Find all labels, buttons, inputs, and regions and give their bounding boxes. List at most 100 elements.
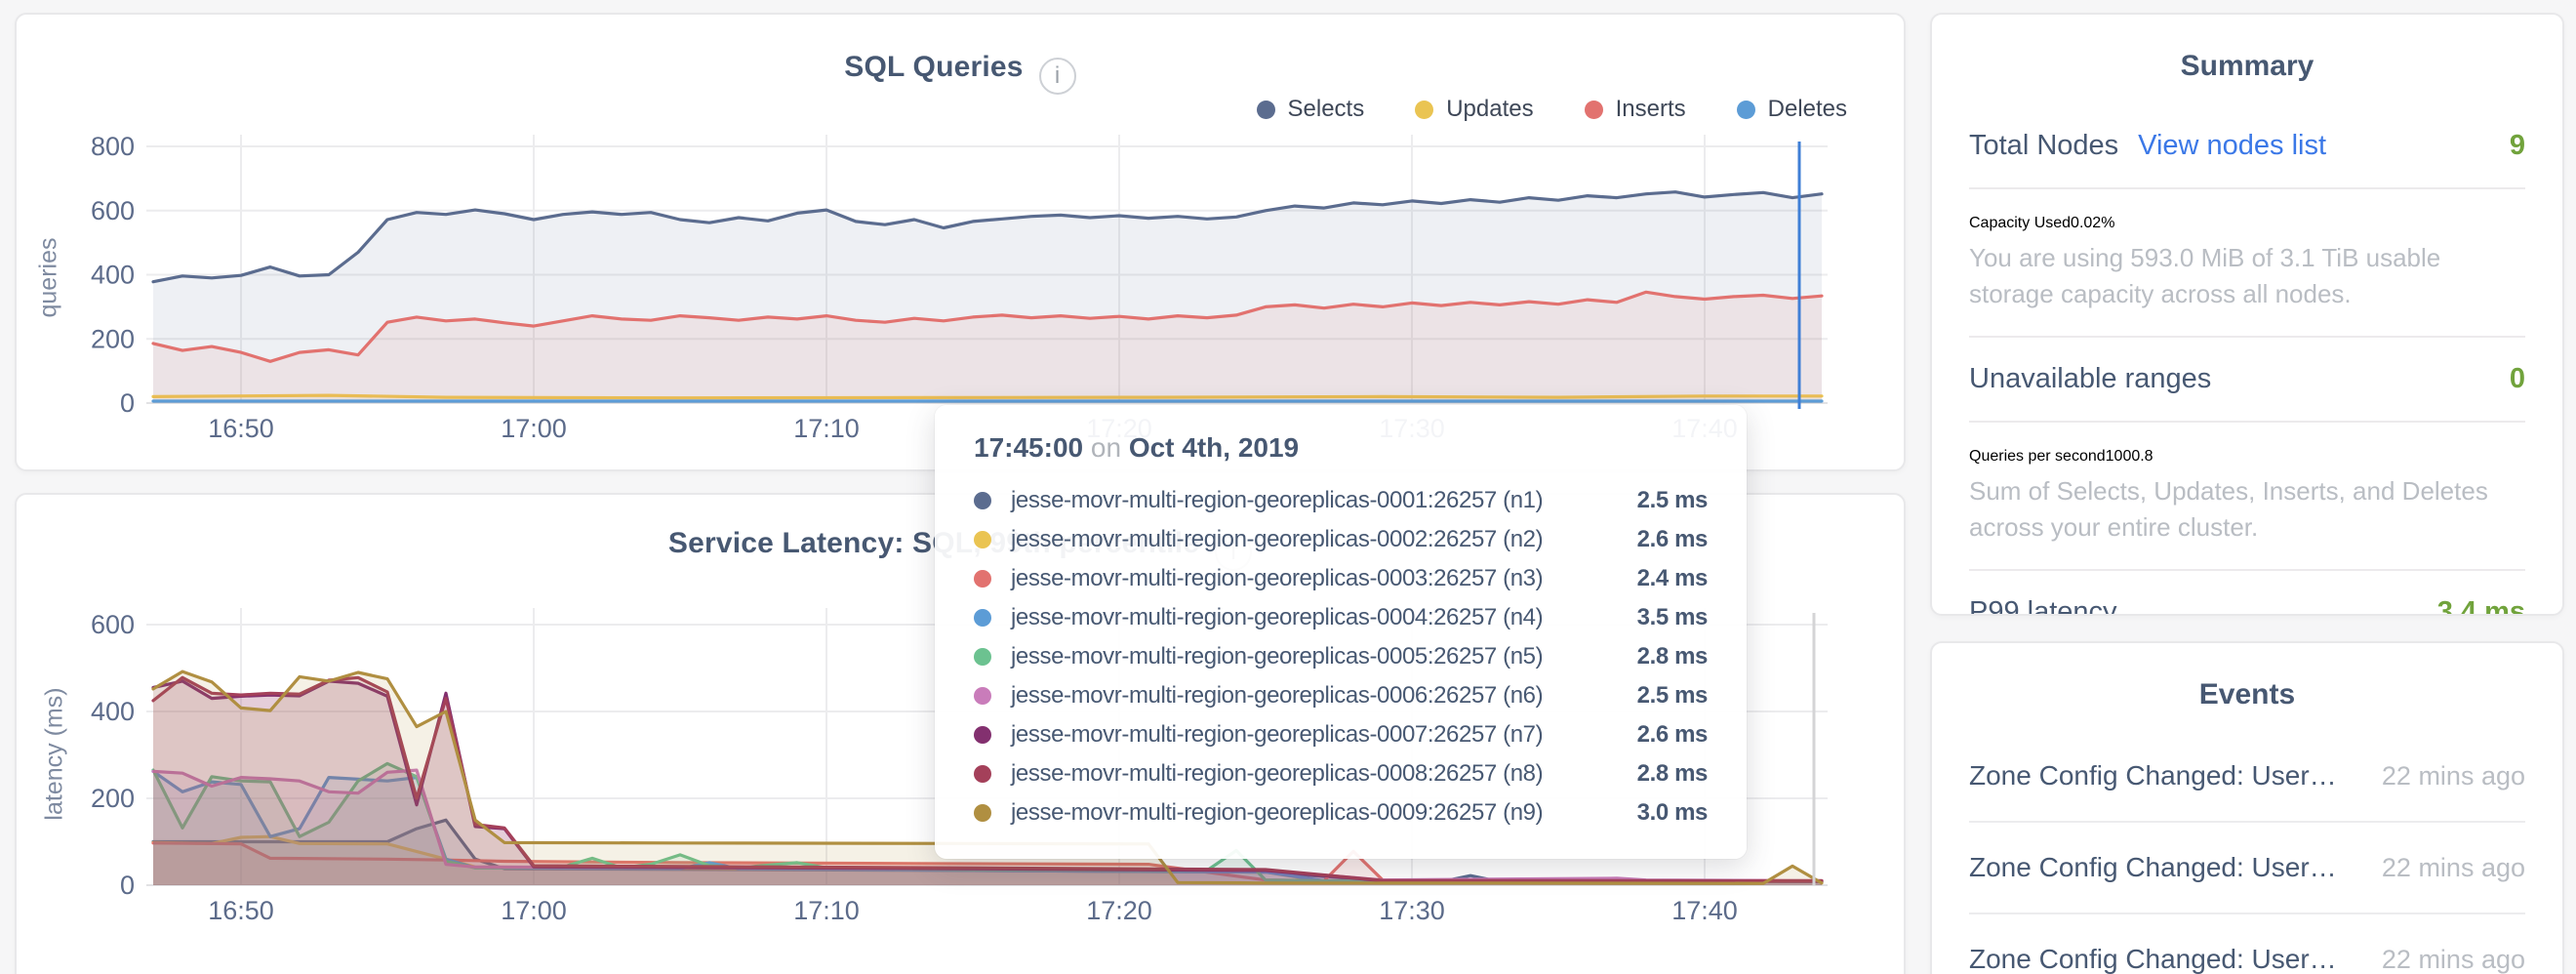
events-panel: Events Zone Config Changed: User… 22 mins… <box>1930 641 2564 974</box>
legend-label: Deletes <box>1767 96 1847 122</box>
node-latency-value: 2.6 ms <box>1636 721 1709 748</box>
svg-text:17:00: 17:00 <box>501 896 567 925</box>
capacity-used-label: Capacity Used <box>1969 215 2072 231</box>
qps-value: 1000.8 <box>2105 447 2153 465</box>
node-color-dot-icon <box>974 687 991 705</box>
tooltip-node-row: jesse-movr-multi-region-georeplicas-0003… <box>974 559 1708 598</box>
node-color-dot-icon <box>974 609 991 627</box>
tooltip-node-row: jesse-movr-multi-region-georeplicas-0007… <box>974 715 1708 754</box>
svg-text:200: 200 <box>91 324 135 353</box>
summary-row-qps: Queries per second 1000.8 Sum of Selects… <box>1969 423 2525 571</box>
legend-dot-icon <box>1415 100 1434 119</box>
tooltip-time: 17:45:00 <box>974 432 1084 463</box>
legend-label: Selects <box>1287 96 1365 122</box>
node-color-dot-icon <box>974 648 991 666</box>
node-latency-value: 2.8 ms <box>1636 760 1709 787</box>
sql-queries-title-text: SQL Queries <box>844 51 1024 83</box>
node-color-dot-icon <box>974 492 991 509</box>
capacity-used-value: 0.02% <box>2071 215 2115 231</box>
summary-row-unavailable-ranges: Unavailable ranges 0 <box>1969 338 2525 423</box>
node-address: jesse-movr-multi-region-georeplicas-0005… <box>1011 643 1544 670</box>
node-latency-value: 2.4 ms <box>1636 565 1709 591</box>
legend-label: Inserts <box>1615 96 1686 122</box>
svg-text:400: 400 <box>91 697 135 726</box>
event-time: 22 mins ago <box>2381 853 2525 882</box>
sql-queries-title: SQL Queries i <box>15 51 1906 95</box>
y-axis-label-latency: latency (ms) <box>40 687 68 821</box>
svg-text:17:20: 17:20 <box>1086 896 1152 925</box>
node-latency-value: 2.5 ms <box>1636 487 1709 513</box>
info-icon[interactable]: i <box>1038 58 1076 95</box>
tooltip-node-list: jesse-movr-multi-region-georeplicas-0001… <box>974 481 1708 832</box>
tooltip-date: Oct 4th, 2019 <box>1128 432 1300 463</box>
svg-text:600: 600 <box>91 610 135 639</box>
svg-text:16:50: 16:50 <box>208 414 274 443</box>
node-address: jesse-movr-multi-region-georeplicas-0003… <box>1011 565 1544 591</box>
y-axis-label-queries: queries <box>34 237 62 318</box>
event-description-link[interactable]: Zone Config Changed: User… <box>1969 852 2337 882</box>
summary-panel: Summary Total Nodes View nodes list 9 Ca… <box>1930 13 2564 616</box>
legend-dot-icon <box>1736 100 1755 119</box>
node-address: jesse-movr-multi-region-georeplicas-0007… <box>1011 721 1544 748</box>
p99-latency-value: 3.4 ms <box>2436 595 2525 616</box>
node-address: jesse-movr-multi-region-georeplicas-0009… <box>1011 799 1544 826</box>
event-row: Zone Config Changed: User… 22 mins ago <box>1969 731 2525 823</box>
node-address: jesse-movr-multi-region-georeplicas-0001… <box>1011 487 1544 513</box>
legend-item-inserts[interactable]: Inserts <box>1584 96 1686 123</box>
svg-text:0: 0 <box>120 871 135 900</box>
node-latency-value: 3.0 ms <box>1636 799 1709 826</box>
svg-text:17:10: 17:10 <box>793 896 860 925</box>
tooltip-on-word: on <box>1090 432 1122 463</box>
node-address: jesse-movr-multi-region-georeplicas-0008… <box>1011 760 1544 787</box>
tooltip-node-row: jesse-movr-multi-region-georeplicas-0008… <box>974 754 1708 793</box>
svg-text:200: 200 <box>91 784 135 813</box>
event-time: 22 mins ago <box>2381 945 2525 974</box>
legend-label: Updates <box>1446 96 1534 122</box>
event-row: Zone Config Changed: User… 22 mins ago <box>1969 914 2525 974</box>
legend-item-selects[interactable]: Selects <box>1256 96 1365 123</box>
node-address: jesse-movr-multi-region-georeplicas-0004… <box>1011 604 1544 630</box>
node-latency-value: 2.8 ms <box>1636 643 1709 670</box>
node-address: jesse-movr-multi-region-georeplicas-0002… <box>1011 526 1544 552</box>
svg-text:16:50: 16:50 <box>208 896 274 925</box>
view-nodes-list-link[interactable]: View nodes list <box>2138 130 2327 161</box>
legend-item-deletes[interactable]: Deletes <box>1736 96 1847 123</box>
qps-description: Sum of Selects, Updates, Inserts, and De… <box>1969 475 2488 542</box>
svg-text:400: 400 <box>91 261 135 290</box>
legend-item-updates[interactable]: Updates <box>1415 96 1534 123</box>
tooltip-node-row: jesse-movr-multi-region-georeplicas-0001… <box>974 481 1708 520</box>
node-latency-value: 3.5 ms <box>1636 604 1709 630</box>
total-nodes-label: Total Nodes <box>1969 130 2119 161</box>
tooltip-node-row: jesse-movr-multi-region-georeplicas-0006… <box>974 676 1708 715</box>
node-color-dot-icon <box>974 570 991 588</box>
unavailable-ranges-label: Unavailable ranges <box>1969 362 2212 394</box>
chart-legend: Selects Updates Inserts Deletes <box>15 96 1847 123</box>
node-latency-value: 2.6 ms <box>1636 526 1709 552</box>
tooltip-node-row: jesse-movr-multi-region-georeplicas-0002… <box>974 520 1708 559</box>
event-description-link[interactable]: Zone Config Changed: User… <box>1969 760 2337 791</box>
tooltip-timestamp: 17:45:00 on Oct 4th, 2019 <box>974 432 1708 464</box>
tooltip-node-row: jesse-movr-multi-region-georeplicas-0009… <box>974 793 1708 832</box>
summary-row-total-nodes: Total Nodes View nodes list 9 <box>1969 104 2525 189</box>
summary-body: Total Nodes View nodes list 9 Capacity U… <box>1932 104 2562 616</box>
node-color-dot-icon <box>974 765 991 783</box>
svg-text:17:10: 17:10 <box>793 414 860 443</box>
svg-text:17:00: 17:00 <box>501 414 567 443</box>
capacity-used-description: You are using 593.0 MiB of 3.1 TiB usabl… <box>1969 243 2441 308</box>
chart-hover-tooltip: 17:45:00 on Oct 4th, 2019 jesse-movr-mul… <box>935 405 1747 859</box>
node-color-dot-icon <box>974 726 991 744</box>
events-title: Events <box>2198 678 2296 710</box>
tooltip-node-row: jesse-movr-multi-region-georeplicas-0005… <box>974 637 1708 676</box>
event-description-link[interactable]: Zone Config Changed: User… <box>1969 944 2337 974</box>
svg-text:800: 800 <box>91 132 135 161</box>
event-time: 22 mins ago <box>2381 761 2525 791</box>
events-list: Zone Config Changed: User… 22 mins ago Zon… <box>1932 731 2562 974</box>
node-color-dot-icon <box>974 531 991 548</box>
summary-row-p99: P99 latency 3.4 ms <box>1969 571 2525 616</box>
svg-text:0: 0 <box>120 388 135 418</box>
event-row: Zone Config Changed: User… 22 mins ago <box>1969 823 2525 914</box>
node-address: jesse-movr-multi-region-georeplicas-0006… <box>1011 682 1544 709</box>
p99-latency-label: P99 latency <box>1969 595 2117 616</box>
